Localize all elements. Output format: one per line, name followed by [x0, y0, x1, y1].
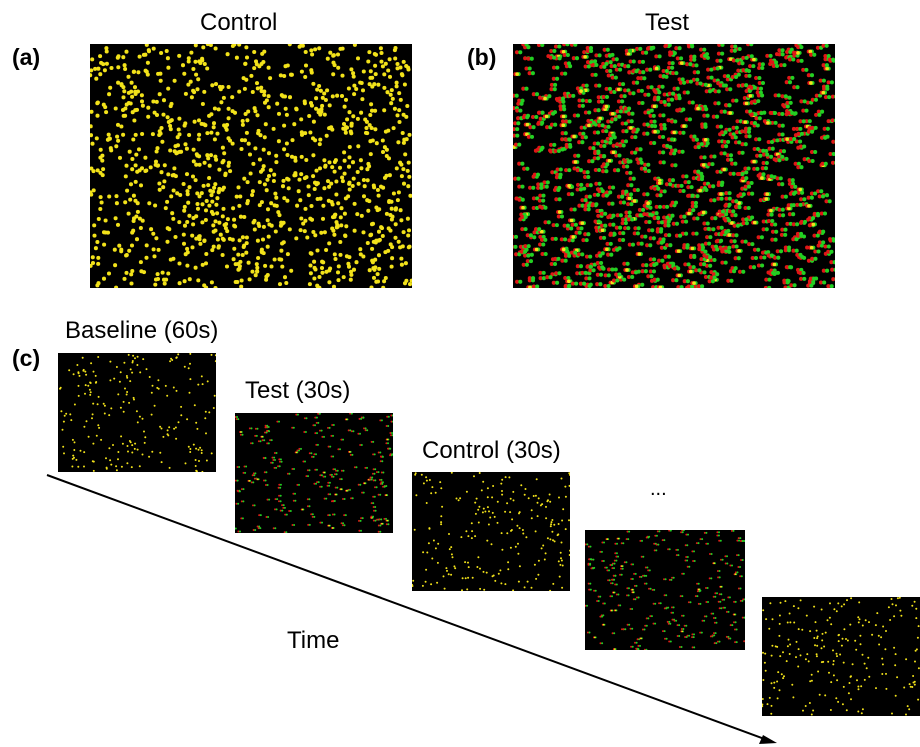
baseline-label: Baseline (60s) [65, 317, 219, 344]
dot-field [90, 44, 412, 288]
control-stimulus-large [90, 44, 412, 288]
time-arrow-line [46, 474, 771, 742]
baseline-frame [58, 353, 216, 472]
ellipsis-label: ... [650, 478, 667, 500]
dot-field [513, 44, 835, 288]
test-frame-2 [585, 530, 745, 650]
dot-field [585, 530, 745, 650]
control-label: Control (30s) [422, 437, 561, 464]
panel-b-title: Test [645, 9, 690, 36]
dot-field [235, 413, 393, 533]
panel-b-letter: (b) [467, 44, 497, 70]
dot-field [58, 353, 216, 472]
time-arrow-head [759, 735, 777, 744]
time-label: Time [287, 627, 340, 654]
test-label: Test (30s) [245, 377, 351, 404]
panel-a-title: Control [200, 9, 278, 36]
control-frame-1 [412, 472, 570, 591]
control-frame-2 [762, 597, 920, 716]
test-frame-1 [235, 413, 393, 533]
dot-field [412, 472, 570, 591]
panel-a-letter: (a) [12, 44, 41, 70]
dot-field [762, 597, 920, 716]
test-stimulus-large [513, 44, 835, 288]
panel-c-letter: (c) [12, 345, 41, 371]
